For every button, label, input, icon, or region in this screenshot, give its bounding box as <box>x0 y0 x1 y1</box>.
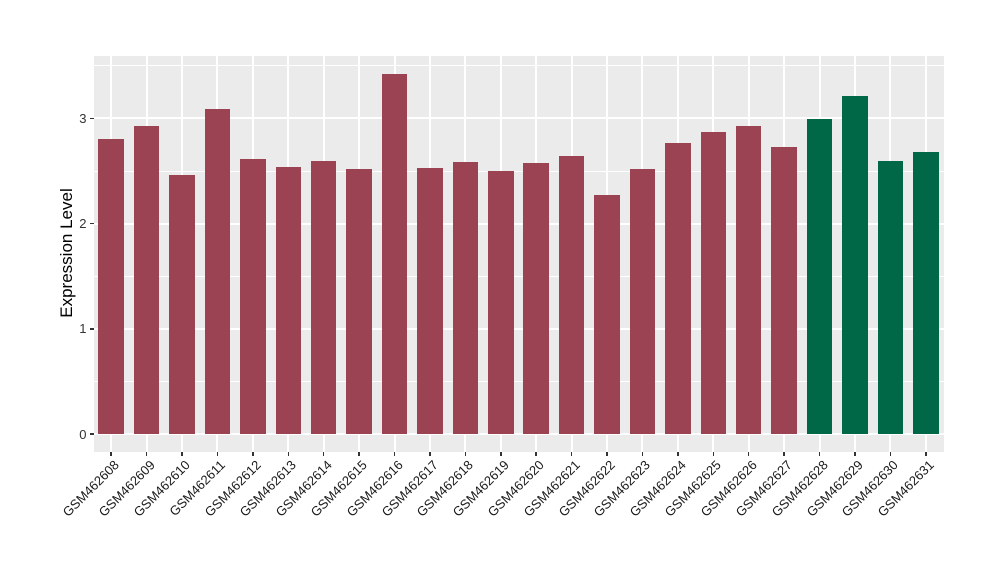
x-tick-mark <box>570 451 573 456</box>
x-tick-mark <box>464 451 467 456</box>
bar-GSM462608 <box>98 139 124 435</box>
y-tick-label: 3 <box>79 110 87 126</box>
major-gridline <box>93 117 944 120</box>
bar-GSM462617 <box>417 167 443 435</box>
x-tick-mark <box>110 451 112 456</box>
x-tick-mark <box>641 451 644 456</box>
x-tick-mark <box>429 451 431 456</box>
minor-gridline <box>93 381 944 383</box>
bar-GSM462615 <box>346 168 372 435</box>
x-tick-mark <box>535 451 537 456</box>
minor-gridline <box>93 170 944 172</box>
y-tick-mark <box>89 222 94 225</box>
bar-GSM462626 <box>735 125 762 435</box>
x-tick-mark <box>925 451 927 456</box>
major-gridline <box>93 222 944 225</box>
bar-GSM462621 <box>558 156 585 435</box>
bar-GSM462622 <box>594 195 620 435</box>
x-tick-mark <box>854 451 856 456</box>
major-gridline <box>93 433 944 436</box>
x-tick-mark <box>500 451 502 456</box>
x-tick-mark <box>181 451 183 456</box>
x-tick-mark <box>322 451 325 456</box>
bar-GSM462627 <box>771 146 797 435</box>
y-tick-mark <box>89 117 94 120</box>
bar-GSM462614 <box>310 160 337 435</box>
bar-GSM462616 <box>381 74 408 435</box>
y-axis-title: Expression Level <box>57 188 76 318</box>
bar-GSM462611 <box>204 108 231 435</box>
x-tick-mark <box>677 451 679 456</box>
y-tick-mark <box>89 433 94 435</box>
bar-GSM462625 <box>700 132 727 435</box>
bar-GSM462620 <box>523 162 549 435</box>
minor-gridline <box>93 65 944 67</box>
x-tick-mark <box>216 451 219 456</box>
bar-GSM462630 <box>877 160 904 435</box>
bar-GSM462609 <box>133 125 160 435</box>
bar-GSM462623 <box>629 168 656 435</box>
x-tick-mark <box>145 451 148 456</box>
bar-GSM462624 <box>665 142 691 435</box>
y-tick-label: 0 <box>79 426 87 442</box>
x-tick-mark <box>287 451 290 456</box>
bar-GSM462628 <box>806 119 833 435</box>
x-tick-mark <box>712 451 715 456</box>
x-tick-mark <box>747 451 750 456</box>
x-tick-mark <box>252 451 254 456</box>
bar-GSM462629 <box>842 96 868 435</box>
bar-GSM462610 <box>169 175 195 435</box>
x-tick-mark <box>783 451 785 456</box>
bar-GSM462631 <box>913 152 939 435</box>
x-tick-mark <box>393 451 396 456</box>
x-tick-mark <box>358 451 360 456</box>
plot-panel <box>93 56 944 452</box>
minor-gridline <box>93 275 944 277</box>
x-tick-mark <box>818 451 821 456</box>
y-tick-label: 1 <box>79 321 87 337</box>
bar-GSM462618 <box>452 161 479 435</box>
bar-GSM462612 <box>240 159 266 435</box>
x-tick-mark <box>606 451 608 456</box>
major-gridline <box>93 327 944 330</box>
y-tick-mark <box>89 328 94 330</box>
y-tick-label: 2 <box>79 216 87 232</box>
bar-GSM462619 <box>488 171 514 435</box>
bar-GSM462613 <box>275 166 302 435</box>
x-tick-mark <box>889 451 892 456</box>
